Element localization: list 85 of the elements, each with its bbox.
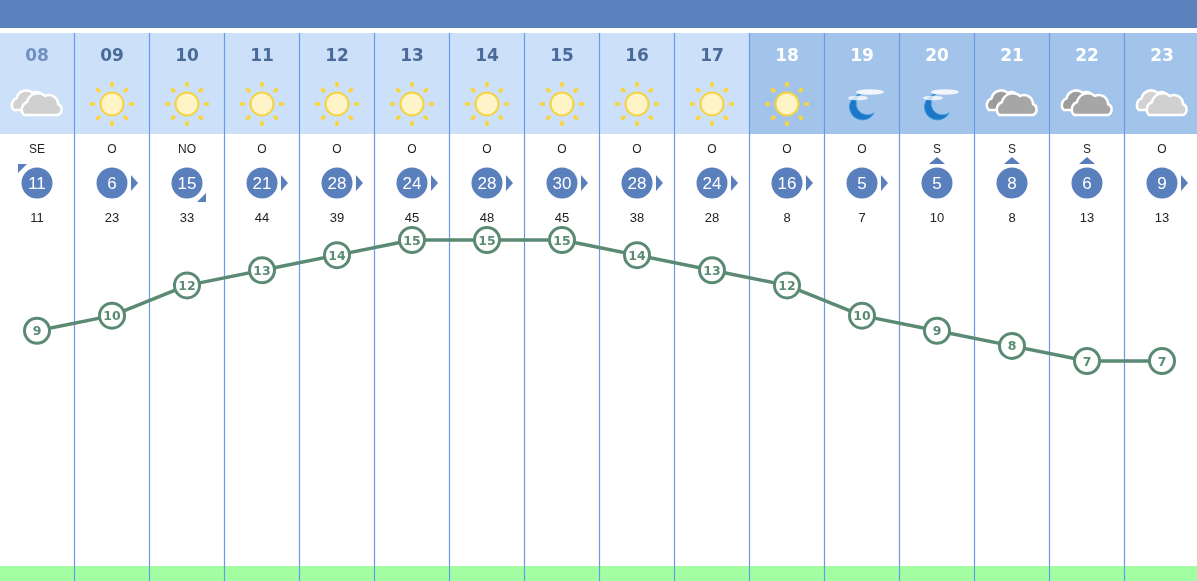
data-label: 10 xyxy=(103,308,121,324)
text: 48 xyxy=(479,209,495,225)
text: 38 xyxy=(629,209,645,225)
text: O xyxy=(1157,142,1167,157)
text: 24 xyxy=(402,174,422,194)
x-tick-label: 22 xyxy=(1075,45,1099,66)
x-tick-label: 10 xyxy=(175,45,199,66)
data-label: 10 xyxy=(853,308,871,324)
point xyxy=(1073,347,1101,375)
x-tick-label: 13 xyxy=(400,45,424,66)
point xyxy=(1148,347,1176,375)
text: O xyxy=(632,142,642,157)
point xyxy=(23,316,51,345)
text: O xyxy=(407,142,417,157)
x-tick-label: 20 xyxy=(925,45,949,66)
text: 8 xyxy=(1008,209,1016,225)
x-tick-label: 11 xyxy=(250,45,274,66)
text: 39 xyxy=(329,209,345,225)
text: 23 xyxy=(104,209,120,225)
data-label: 13 xyxy=(253,262,271,278)
x-tick-label: 18 xyxy=(775,45,799,66)
x-tick-label: 16 xyxy=(625,45,649,66)
text: 11 xyxy=(28,174,46,194)
data-label: 15 xyxy=(553,232,571,248)
data-label: 9 xyxy=(32,323,42,339)
text: 13 xyxy=(1154,209,1170,225)
x-tick-label: 12 xyxy=(325,45,349,66)
data-label: 8 xyxy=(1007,338,1017,354)
text: 21 xyxy=(252,174,272,194)
text: 5 xyxy=(857,174,867,194)
x-tick-label: 15 xyxy=(550,45,574,66)
data-label: 7 xyxy=(1082,353,1092,369)
text: 10 xyxy=(929,209,945,225)
text: 30 xyxy=(552,174,572,194)
text: O xyxy=(257,142,267,157)
text: 6 xyxy=(107,174,117,194)
text: S xyxy=(932,142,942,157)
x-tick-label: 14 xyxy=(475,45,499,66)
x-tick-label: 09 xyxy=(100,45,124,66)
text: S xyxy=(1082,142,1092,157)
text: O xyxy=(107,142,117,157)
x-tick-label: 21 xyxy=(1000,45,1024,66)
text: 16 xyxy=(777,174,797,194)
text: 28 xyxy=(327,174,347,194)
text: 45 xyxy=(404,209,420,225)
text: 44 xyxy=(254,209,270,225)
text: 7 xyxy=(858,209,866,225)
x-tick-label: 17 xyxy=(700,45,724,66)
text: 28 xyxy=(704,209,720,225)
text: O xyxy=(707,142,717,157)
x-tick-label: 19 xyxy=(850,45,874,66)
text: 6 xyxy=(1082,174,1092,194)
text: S xyxy=(1007,142,1017,157)
point xyxy=(923,316,951,345)
text: 33 xyxy=(179,209,195,225)
x-tick-label: 23 xyxy=(1150,45,1174,66)
text: 8 xyxy=(1007,174,1017,194)
data-label: 12 xyxy=(178,277,196,293)
data-label: 13 xyxy=(703,262,721,278)
text: 9 xyxy=(1157,174,1167,194)
text: 28 xyxy=(477,174,497,194)
text: 45 xyxy=(554,209,570,225)
text: O xyxy=(332,142,342,157)
text: 8 xyxy=(783,209,791,225)
text: O xyxy=(857,142,867,157)
text: NO xyxy=(178,142,196,157)
text: 5 xyxy=(932,174,942,194)
text: 15 xyxy=(177,174,197,194)
data-label: 14 xyxy=(628,247,646,263)
point xyxy=(998,331,1026,360)
text: 24 xyxy=(702,174,722,194)
text: O xyxy=(557,142,567,157)
text: 13 xyxy=(1079,209,1095,225)
data-label: 14 xyxy=(328,247,346,263)
x-tick-label: 08 xyxy=(25,45,49,66)
data-label: 7 xyxy=(1157,353,1167,369)
data-label: 9 xyxy=(932,323,942,339)
data-label: 12 xyxy=(778,277,796,293)
text: O xyxy=(482,142,492,157)
text: 11 xyxy=(30,209,44,225)
text: O xyxy=(782,142,792,157)
text: 28 xyxy=(627,174,647,194)
data-label: 15 xyxy=(403,232,421,248)
text: SE xyxy=(28,142,46,157)
data-label: 15 xyxy=(478,232,496,248)
